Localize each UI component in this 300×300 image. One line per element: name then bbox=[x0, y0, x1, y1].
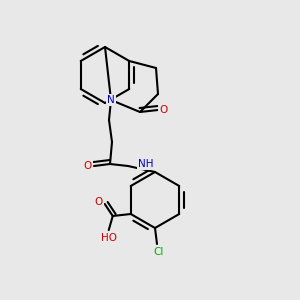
Text: O: O bbox=[94, 197, 103, 207]
Text: O: O bbox=[84, 161, 92, 171]
Text: O: O bbox=[159, 105, 167, 115]
Text: HO: HO bbox=[101, 233, 117, 243]
Text: N: N bbox=[107, 95, 115, 105]
Text: NH: NH bbox=[138, 159, 154, 169]
Text: Cl: Cl bbox=[154, 247, 164, 257]
